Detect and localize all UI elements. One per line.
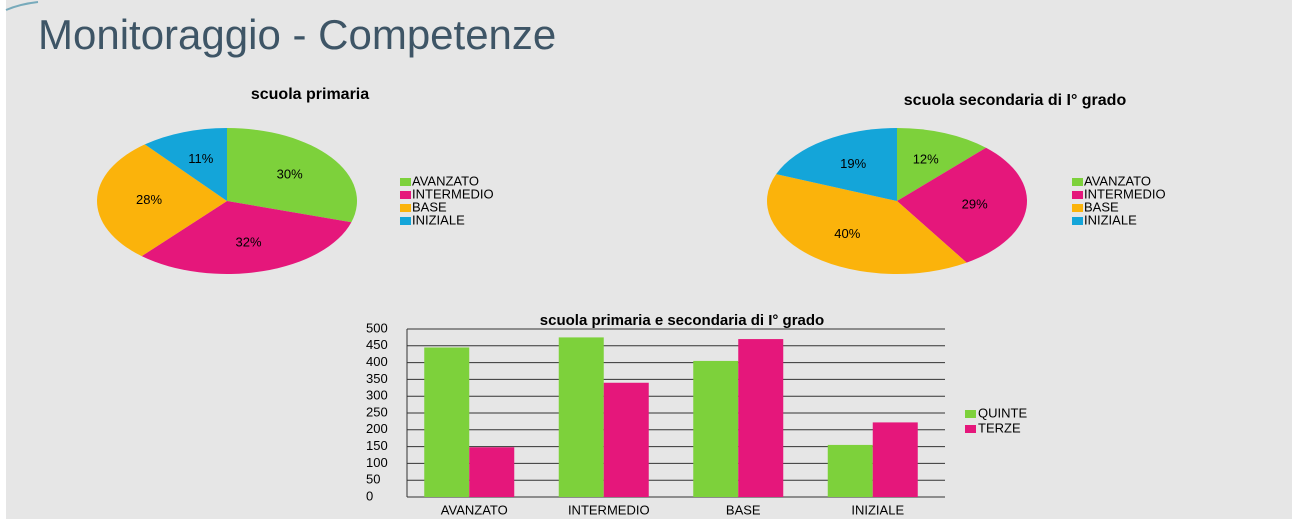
slice-label: 19% — [840, 156, 866, 171]
y-tick-label: 200 — [366, 421, 388, 436]
legend-label: INTERMEDIO — [412, 186, 494, 201]
slice-label: 29% — [962, 197, 988, 212]
pie-slice — [897, 128, 986, 201]
bar — [872, 422, 918, 497]
chart-title: scuola secondaria di I° grado — [904, 92, 1127, 109]
legend-label: BASE — [1084, 199, 1119, 214]
bar — [827, 444, 873, 497]
y-tick-label: 300 — [366, 388, 388, 403]
legend-swatch — [965, 410, 976, 418]
legend-swatch — [400, 217, 411, 225]
bar — [469, 447, 515, 497]
pie-slice — [227, 128, 357, 223]
slice-label: 40% — [834, 226, 860, 241]
y-tick-label: 0 — [366, 488, 373, 503]
y-tick-label: 50 — [366, 472, 380, 487]
pie-slice — [144, 128, 227, 201]
bar — [738, 339, 784, 497]
x-tick-label: AVANZATO — [441, 502, 508, 517]
chart-title: scuola primaria e secondaria di I° grado — [540, 312, 824, 329]
legend-label: INIZIALE — [1084, 212, 1137, 227]
legend-label: INTERMEDIO — [1084, 186, 1166, 201]
x-tick-label: BASE — [726, 502, 761, 517]
slide-title: Monitoraggio - Competenze — [38, 11, 556, 58]
legend-swatch — [1072, 217, 1083, 225]
y-tick-label: 250 — [366, 404, 388, 419]
legend-swatch — [400, 204, 411, 212]
y-tick-label: 500 — [366, 320, 388, 335]
legend-swatch — [1072, 191, 1083, 199]
x-tick-label: INIZIALE — [851, 502, 904, 517]
pie-slice — [766, 174, 967, 274]
legend-swatch — [400, 178, 411, 186]
slice-label: 32% — [236, 235, 262, 250]
legend-label: BASE — [412, 199, 447, 214]
y-tick-label: 100 — [366, 455, 388, 470]
pie-slice — [96, 144, 227, 257]
y-tick-label: 400 — [366, 354, 388, 369]
legend-label: TERZE — [978, 420, 1021, 435]
pie-slice — [897, 147, 1027, 263]
slice-label: 12% — [913, 152, 939, 167]
bar — [693, 360, 739, 497]
y-tick-label: 150 — [366, 438, 388, 453]
chart-title: scuola primaria — [251, 86, 369, 103]
y-tick-label: 450 — [366, 337, 388, 352]
slice-label: 28% — [136, 192, 162, 207]
legend-swatch — [400, 191, 411, 199]
slice-label: 11% — [188, 151, 213, 166]
bar — [603, 382, 649, 497]
legend-label: AVANZATO — [412, 173, 479, 188]
legend-swatch — [1072, 178, 1083, 186]
pie-slice — [141, 201, 352, 274]
legend-swatch — [965, 425, 976, 433]
legend-label: QUINTE — [978, 405, 1027, 420]
pie-slice — [776, 128, 897, 201]
y-tick-label: 350 — [366, 371, 388, 386]
bar — [424, 347, 470, 497]
bar — [558, 337, 604, 497]
legend-label: AVANZATO — [1084, 173, 1151, 188]
decoration — [5, 1, 39, 11]
legend-swatch — [1072, 204, 1083, 212]
x-tick-label: INTERMEDIO — [568, 502, 650, 517]
legend-label: INIZIALE — [412, 212, 465, 227]
slice-label: 30% — [277, 166, 303, 181]
